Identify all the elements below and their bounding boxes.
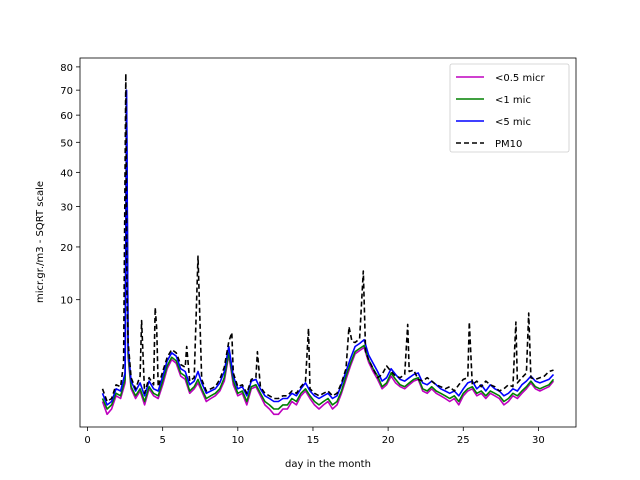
legend-label-3: PM10: [495, 139, 522, 150]
legend-box: [449, 63, 570, 153]
x-tick-label: 20: [382, 435, 395, 446]
y-tick-label: 60: [60, 111, 73, 122]
y-tick-label: 50: [60, 138, 73, 149]
x-tick-label: 30: [532, 435, 545, 446]
legend: <0.5 micr <1 mic <5 mic PM10: [449, 63, 570, 153]
series-line-3: [101, 72, 554, 403]
y-tick-label: 40: [60, 168, 73, 179]
x-tick-label: 10: [231, 435, 244, 446]
plot-frame: [79, 57, 577, 428]
y-tick-label: 30: [60, 202, 73, 213]
x-tick-label: 25: [457, 435, 470, 446]
y-tick-label: 10: [60, 296, 73, 307]
y-axis-ticks: 10 20 30 40 50 60 70 80: [60, 63, 80, 307]
x-tick-label: 15: [307, 435, 320, 446]
y-axis-label: micr.gr./m3 - SQRT scale: [35, 181, 46, 303]
x-tick-label: 0: [84, 435, 90, 446]
y-tick-label: 80: [60, 63, 73, 74]
series-line-1: [101, 104, 555, 410]
x-tick-label: 5: [159, 435, 165, 446]
x-axis-ticks: 0 5 10 15 20 25 30: [84, 427, 545, 446]
y-tick-label: 20: [60, 243, 73, 254]
legend-label-0: <0.5 micr: [495, 73, 545, 84]
series-layer: [101, 72, 555, 416]
y-tick-label: 70: [60, 86, 73, 97]
x-axis-label: day in the month: [285, 459, 371, 470]
series-line-2: [101, 89, 555, 406]
legend-label-1: <1 mic: [495, 95, 531, 106]
legend-label-2: <5 mic: [495, 117, 531, 128]
series-line-0: [101, 109, 555, 416]
